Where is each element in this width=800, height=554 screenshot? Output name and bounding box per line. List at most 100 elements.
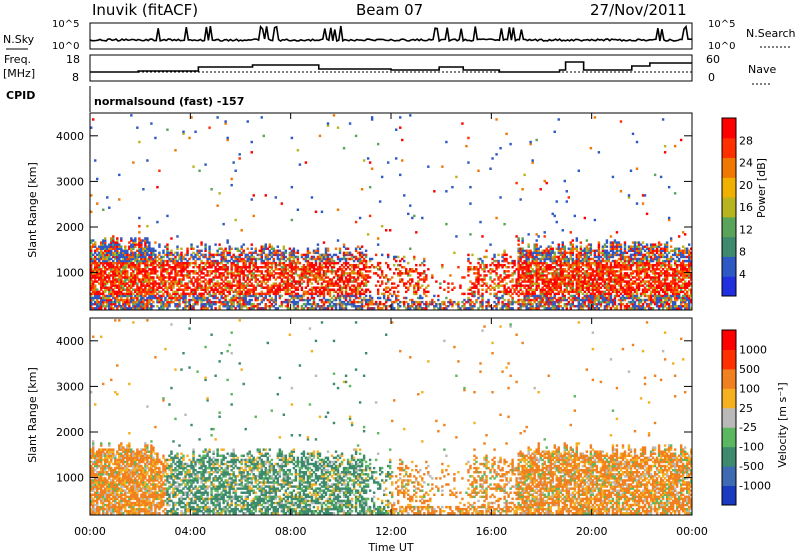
heatmap-cell [511, 274, 514, 277]
heatmap-cell [124, 247, 127, 250]
heatmap-cell [286, 280, 290, 283]
heatmap-cell [485, 249, 488, 253]
heatmap-cell [477, 268, 480, 271]
heatmap-cell [194, 290, 197, 294]
heatmap-cell [202, 265, 205, 269]
heatmap-cell [423, 257, 426, 261]
heatmap-cell [473, 302, 476, 306]
heatmap-cell [505, 257, 508, 261]
heatmap-cell [461, 276, 464, 279]
heatmap-cell [354, 300, 358, 304]
heatmap-cell [210, 288, 213, 292]
heatmap-cell [112, 251, 115, 255]
heatmap-cell [399, 280, 402, 283]
heatmap-cell [336, 288, 340, 292]
heatmap-cell [555, 286, 558, 289]
heatmap-cell [212, 276, 215, 279]
heatmap-cell [473, 294, 476, 298]
heatmap-cell [511, 272, 514, 275]
heatmap-cell [122, 257, 125, 261]
heatmap-cell [178, 304, 181, 308]
heatmap-cell [523, 300, 526, 304]
heatmap-cell [300, 296, 304, 300]
heatmap-cell [218, 284, 221, 287]
heatmap-cell [138, 300, 141, 304]
heatmap-cell [192, 302, 195, 306]
heatmap-cell [288, 278, 292, 281]
heatmap-cell [306, 292, 310, 296]
heatmap-cell [148, 247, 151, 250]
heatmap-cell [342, 253, 346, 257]
heatmap-cell [122, 307, 125, 310]
heatmap-cell [368, 270, 372, 273]
heatmap-cell [284, 255, 288, 259]
heatmap-cell [90, 270, 93, 273]
heatmap-cell [368, 161, 372, 164]
heatmap-cell [481, 298, 484, 302]
heatmap-cell [222, 253, 225, 257]
heatmap-cell [501, 259, 504, 263]
heatmap-cell [236, 263, 239, 267]
heatmap-cell [138, 241, 141, 244]
heatmap-cell [238, 153, 241, 156]
heatmap-cell [338, 257, 342, 261]
heatmap-cell [366, 270, 370, 273]
heatmap-cell [290, 274, 294, 277]
heatmap-cell [110, 247, 113, 250]
heatmap-cell [216, 282, 219, 285]
heatmap-cell [328, 278, 332, 281]
heatmap-cell [178, 261, 181, 265]
heatmap-cell [541, 255, 544, 259]
heatmap-cell [346, 251, 350, 255]
heatmap-cell [122, 255, 125, 259]
nsearch-tick-high: 10^5 [708, 19, 735, 30]
heatmap-cell [350, 290, 354, 294]
heatmap-cell [272, 304, 276, 308]
heatmap-cell [503, 286, 506, 289]
heatmap-cell [298, 274, 302, 277]
heatmap-cell [114, 298, 117, 302]
heatmap-cell [354, 288, 358, 292]
heatmap-cell [515, 286, 518, 289]
heatmap-cell [236, 247, 239, 250]
heatmap-cell [118, 304, 121, 308]
heatmap-cell [352, 259, 356, 263]
heatmap-cell [286, 284, 290, 287]
heatmap-cell [503, 288, 506, 292]
heatmap-cell [517, 249, 520, 253]
heatmap-cell [471, 292, 474, 296]
heatmap-cell [108, 278, 111, 281]
heatmap-cell [188, 304, 191, 308]
heatmap-cell [218, 274, 221, 277]
heatmap-cell [447, 300, 450, 304]
heatmap-cell [469, 288, 472, 292]
heatmap-cell [541, 282, 544, 285]
heatmap-cell [489, 292, 492, 296]
heatmap-cell [310, 263, 314, 267]
heatmap-cell [511, 298, 514, 302]
heatmap-cell [348, 302, 352, 306]
heatmap-cell [124, 255, 127, 259]
heatmap-cell [551, 284, 554, 287]
heatmap-cell [306, 251, 310, 255]
heatmap-cell [172, 261, 175, 265]
heatmap-cell [146, 278, 149, 281]
heatmap-cell [521, 249, 524, 253]
heatmap-cell [104, 265, 107, 269]
heatmap-cell [346, 300, 350, 304]
heatmap-cell [154, 280, 157, 283]
heatmap-cell [202, 307, 205, 310]
heatmap-cell [194, 270, 197, 273]
heatmap-cell [192, 257, 195, 261]
heatmap-cell [148, 284, 151, 287]
heatmap-cell [338, 247, 342, 250]
heatmap-cell [220, 296, 223, 300]
cpid-label: CPID [6, 89, 35, 102]
heatmap-cell [545, 247, 548, 250]
heatmap-cell [238, 274, 241, 277]
heatmap-cell [138, 292, 141, 296]
heatmap-cell [158, 294, 161, 298]
heatmap-cell [126, 255, 129, 259]
heatmap-cell [318, 265, 322, 269]
heatmap-cell [326, 276, 330, 279]
